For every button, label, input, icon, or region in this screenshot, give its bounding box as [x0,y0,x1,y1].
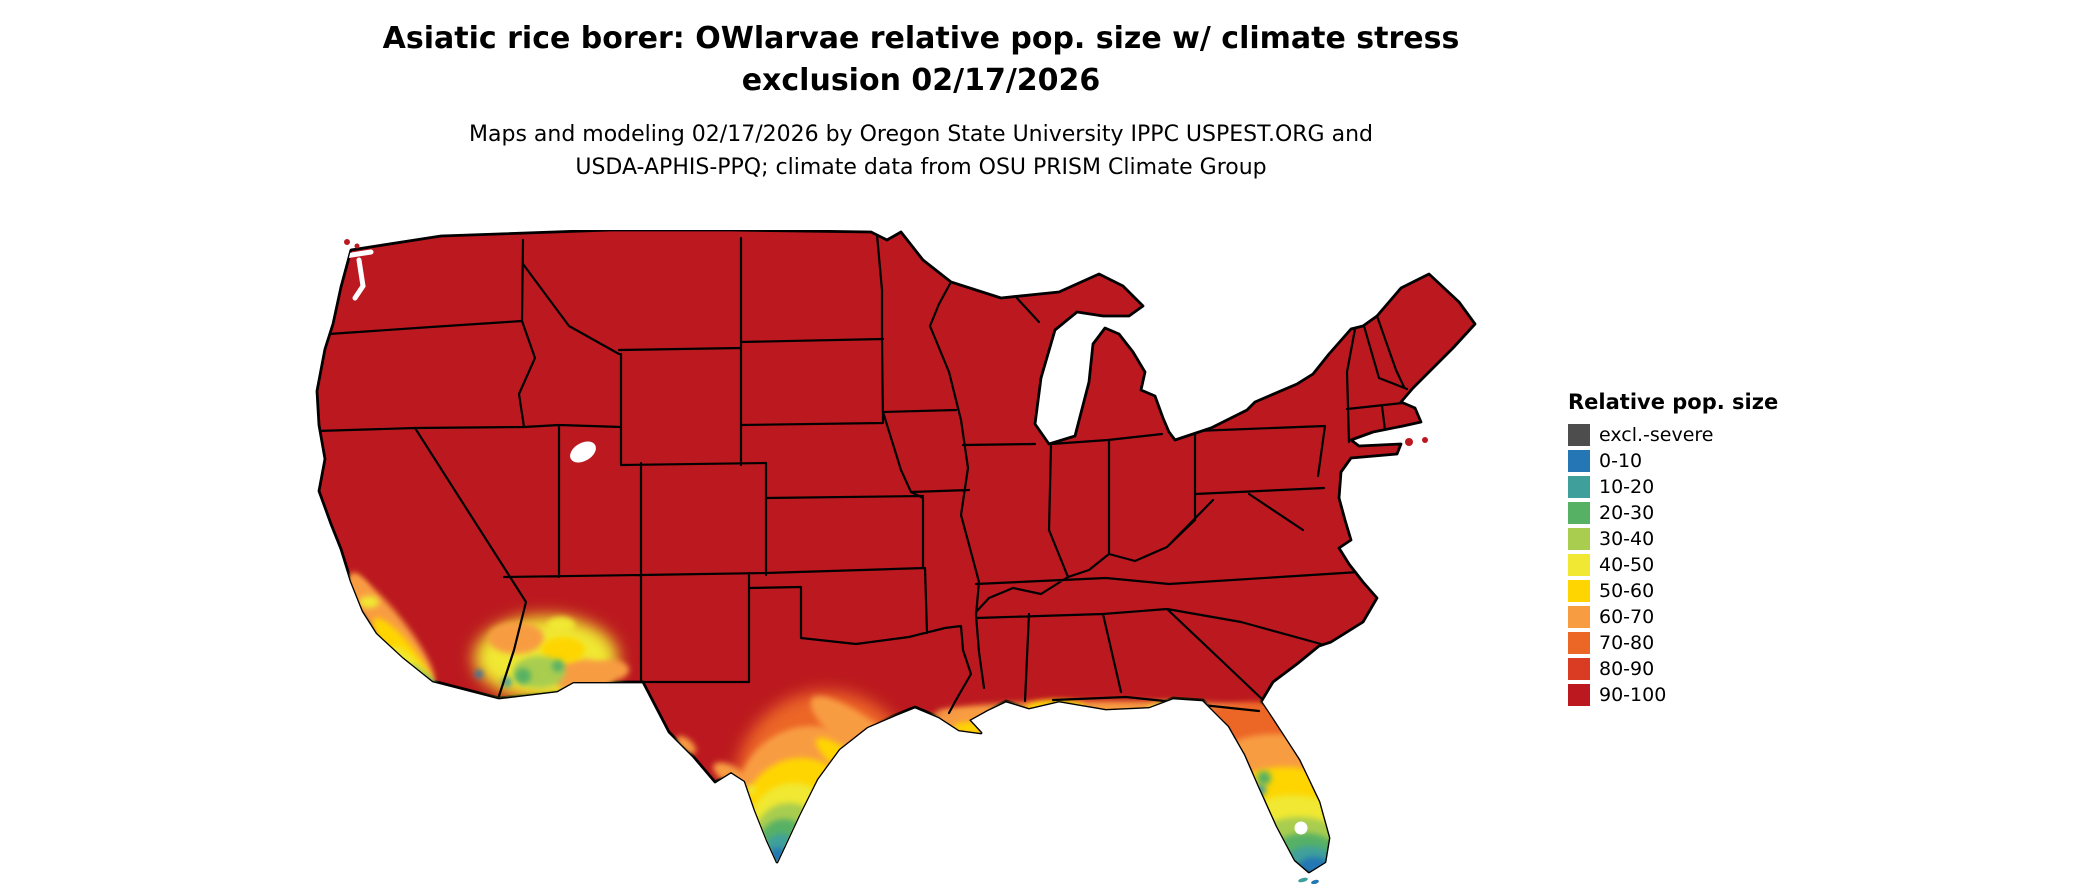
legend-item-label: 40-50 [1599,554,1655,576]
title-line-2: exclusion 02/17/2026 [741,63,1101,98]
legend-item-label: 90-100 [1599,684,1667,706]
legend-swatch [1568,658,1590,680]
island-dot [344,239,350,245]
legend-item: 10-20 [1568,476,1818,498]
subtitle-line-1: Maps and modeling 02/17/2026 by Oregon S… [469,122,1373,147]
us-map [315,230,1477,884]
density-patch [419,676,431,688]
puget-sound-inlet [352,257,366,301]
arizona-desert-gradient [474,616,629,700]
state-borders [317,233,1409,715]
island-dot [1422,437,1428,443]
page-title: Asiatic rice borer: OWlarvae relative po… [0,18,1842,102]
legend-item-label: 10-20 [1599,476,1655,498]
legend-item: 30-40 [1568,528,1818,550]
density-patch [593,660,629,680]
legend-item: 80-90 [1568,658,1818,680]
offshore-features [344,239,1428,884]
legend-swatch [1568,502,1590,524]
legend-swatch [1568,632,1590,654]
legend-item: 70-80 [1568,632,1818,654]
legend-item-label: 0-10 [1599,450,1643,472]
legend-item: 90-100 [1568,684,1818,706]
legend-item-label: 30-40 [1599,528,1655,550]
legend-item-label: 20-30 [1599,502,1655,524]
legend-swatch [1568,684,1590,706]
island-dot [354,243,360,249]
legend-item-label: 50-60 [1599,580,1655,602]
density-patch [547,617,575,633]
map-attribution: Maps and modeling 02/17/2026 by Oregon S… [0,118,1842,184]
florida-gradient [1183,702,1343,872]
legend-items: excl.-severe 0-10 10-20 20-30 30-40 40-50 50-6… [1568,424,1818,706]
header: Asiatic rice borer: OWlarvae relative po… [0,18,1842,184]
legend-item-label: 70-80 [1599,632,1655,654]
legend-item-label: 60-70 [1599,606,1655,628]
density-patch [475,670,483,678]
legend-swatch [1568,554,1590,576]
legend-swatch [1568,476,1590,498]
florida-keys [1311,879,1319,884]
density-patch [747,783,841,872]
density-patch [359,596,379,608]
density-patch [552,660,564,672]
island-dot [1405,438,1413,446]
density-patch [515,668,531,684]
legend: Relative pop. size excl.-severe 0-10 10-20… [1568,390,1818,710]
legend-item: 60-70 [1568,606,1818,628]
legend-item: excl.-severe [1568,424,1818,446]
legend-swatch [1568,528,1590,550]
legend-swatch [1568,580,1590,602]
legend-item-label: 80-90 [1599,658,1655,680]
density-patch [1257,771,1271,785]
title-line-1: Asiatic rice borer: OWlarvae relative po… [382,21,1460,56]
legend-item: 0-10 [1568,450,1818,472]
subtitle-line-2: USDA-APHIS-PPQ; climate data from OSU PR… [575,155,1267,180]
great-salt-lake [570,441,596,463]
legend-swatch [1568,606,1590,628]
state-border-lines [317,233,1409,715]
legend-title: Relative pop. size [1568,390,1779,414]
florida-keys [1298,877,1308,883]
legend-swatch [1568,450,1590,472]
legend-item: 50-60 [1568,580,1818,602]
density-patch [1299,857,1329,872]
density-patch [753,803,825,872]
lake-okeechobee [1294,821,1308,835]
legend-swatch [1568,424,1590,446]
density-patch [676,736,696,754]
legend-item-label: excl.-severe [1599,424,1714,446]
map-figure [311,230,1527,884]
density-patch [1147,702,1199,718]
legend-item: 20-30 [1568,502,1818,524]
density-patch [541,637,585,663]
legend-item: 40-50 [1568,554,1818,576]
